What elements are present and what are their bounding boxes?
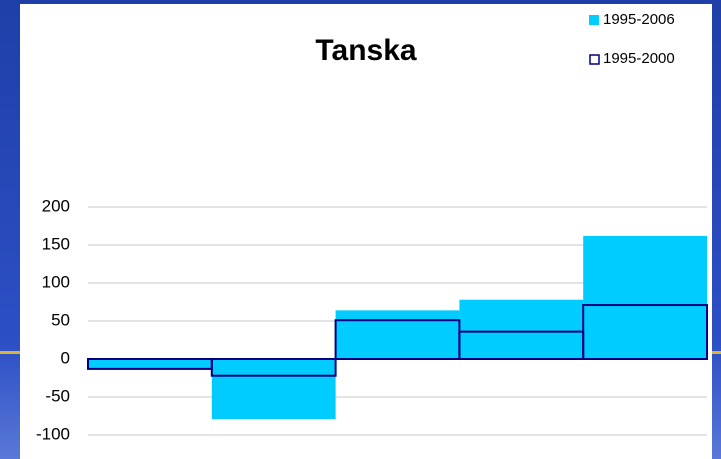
legend-label: 1995-2006 bbox=[603, 11, 675, 28]
y-tick-label: 200 bbox=[42, 196, 70, 215]
y-tick-label: 150 bbox=[42, 234, 70, 253]
legend-label: 1995-2000 bbox=[603, 50, 675, 67]
bar bbox=[335, 310, 460, 359]
y-tick-label: 50 bbox=[51, 310, 70, 329]
bar bbox=[583, 235, 707, 359]
bar bbox=[459, 299, 584, 359]
y-tick-label: -100 bbox=[36, 424, 70, 443]
bar bbox=[211, 359, 336, 420]
legend-swatch bbox=[589, 54, 600, 65]
bar bbox=[582, 304, 709, 361]
legend-swatch bbox=[589, 15, 599, 25]
bar bbox=[210, 358, 337, 377]
chart-title: Tanska bbox=[315, 34, 416, 67]
y-tick-label: -50 bbox=[45, 386, 70, 405]
y-tick-label: 100 bbox=[42, 272, 70, 291]
y-tick-label: 0 bbox=[61, 348, 70, 367]
plot-panel bbox=[20, 4, 712, 459]
bar bbox=[88, 359, 212, 370]
